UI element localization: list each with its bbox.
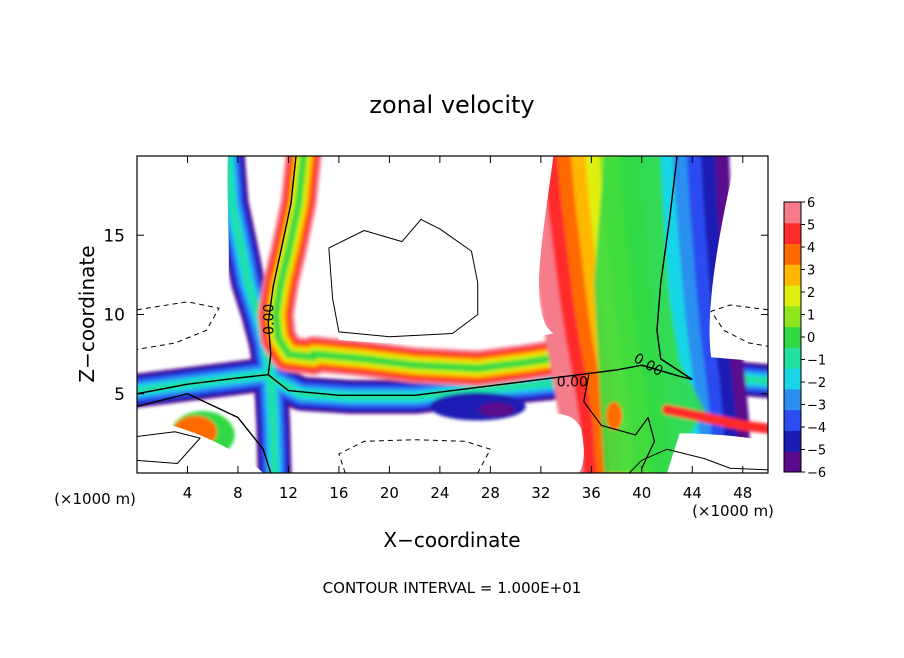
x-axis-ticks: 4 8 12 16 20 24 28 32 36 40 44 48 (183, 156, 752, 502)
contour-zero (656, 156, 693, 381)
colorbar-swatch (784, 285, 801, 307)
y-tick-label: 10 (103, 306, 125, 326)
y-axis-ticks: 5 10 15 (103, 226, 768, 405)
colorbar-swatch (784, 202, 801, 224)
field-blank (319, 413, 584, 473)
y-tick-label: 15 (103, 226, 125, 246)
contour-zero (328, 218, 479, 338)
colorbar-swatch (784, 409, 801, 431)
colorbar-swatch (784, 347, 801, 369)
colorbar-swatch (784, 243, 801, 265)
contour-negative (710, 304, 768, 347)
contour-negative (338, 439, 491, 473)
colorbar-swatch (784, 368, 801, 390)
field-band (550, 156, 609, 473)
x-axis-label: X−coordinate (383, 528, 520, 552)
y-axis-label: Z−coordinate (75, 245, 99, 382)
contour-zero (137, 156, 297, 395)
colorbar-label: 5 (807, 219, 815, 234)
colorbar-swatch (784, 305, 801, 328)
x-tick-label: 8 (233, 484, 243, 502)
colorbar-swatch (784, 430, 801, 452)
colorbar-label: −3 (807, 399, 826, 414)
colorbar-label: 6 (807, 196, 815, 211)
colorbar-label: −1 (807, 354, 826, 369)
field-blank (331, 156, 554, 345)
colorbar-label: 2 (807, 286, 815, 301)
plot-area: 0.000.000.00 (136, 155, 769, 474)
colorbar-label: 0 (807, 331, 815, 346)
contour-label: 0.00 (262, 304, 278, 335)
colorbar-label: −5 (807, 444, 826, 459)
x-axis-unit-right: (×1000 m) (692, 502, 774, 520)
contour-interval-note: CONTOUR INTERVAL = 1.000E+01 (323, 579, 582, 597)
contour-zero (267, 364, 693, 397)
x-tick-label: 48 (733, 484, 752, 502)
field-blank (137, 156, 229, 359)
field-core (593, 156, 705, 473)
x-tick-label: 36 (582, 484, 601, 502)
colorbar-label: −2 (807, 376, 826, 391)
x-tick-label: 40 (632, 484, 651, 502)
field-band (536, 156, 597, 473)
x-tick-label: 12 (279, 484, 298, 502)
field-blob (606, 401, 623, 430)
x-tick-label: 32 (531, 484, 550, 502)
colorbar-swatch (784, 326, 801, 348)
contour-zero (137, 393, 272, 473)
colorbar-swatch (784, 451, 801, 473)
colorbar-label: 3 (807, 264, 815, 279)
colorbar-swatch (784, 222, 801, 245)
field-blank (137, 417, 264, 473)
x-axis-unit-left: (×1000 m) (54, 490, 136, 508)
x-tick-label: 20 (380, 484, 399, 502)
contour-label: 0.00 (557, 375, 588, 391)
colorbar-label: −6 (807, 466, 826, 481)
contour-lines (137, 156, 768, 473)
colorbar-label: −4 (807, 421, 826, 436)
x-tick-label: 24 (430, 484, 449, 502)
y-tick-label: 5 (114, 385, 125, 405)
contour-zero (583, 374, 656, 469)
field-band (662, 404, 768, 434)
field-blob (478, 402, 515, 417)
colorbar-label: 4 (807, 241, 815, 256)
x-tick-label: 28 (481, 484, 500, 502)
contour-zero (137, 431, 201, 464)
x-tick-label: 16 (329, 484, 348, 502)
field-band (273, 156, 317, 360)
x-tick-label: 44 (683, 484, 702, 502)
colorbar-label: 1 (807, 309, 815, 324)
x-tick-label: 4 (183, 484, 193, 502)
chart-title: zonal velocity (369, 91, 534, 119)
colorbar-swatch (784, 388, 801, 411)
field-blank (667, 433, 768, 473)
contour-zero (628, 448, 768, 473)
colorbar: 6 5 4 3 2 1 0 −1 −2 −3 −4 −5 −6 (783, 196, 826, 481)
field-blank (709, 156, 768, 363)
colorbar-swatch (784, 264, 801, 286)
